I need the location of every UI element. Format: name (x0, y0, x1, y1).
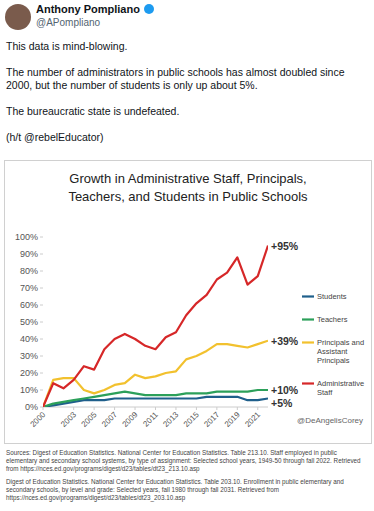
legend-label: AdministrativeStaff (317, 379, 364, 397)
plot-area (43, 246, 268, 408)
y-tick-label: 50% (20, 317, 38, 327)
series-line (43, 397, 268, 407)
legend-swatch (302, 295, 314, 297)
end-label: +95% (271, 240, 299, 252)
x-tick-label: 2017 (202, 410, 221, 429)
y-tick-label: 90% (20, 249, 38, 259)
verified-badge (144, 4, 154, 14)
x-tick-label: 2011 (141, 410, 160, 429)
y-tick-label: 0% (25, 402, 38, 412)
tweet-paragraph: (h/t @rebelEducator) (6, 131, 362, 144)
legend-label-line: Students (317, 292, 347, 301)
legend-label-line: Principals (317, 356, 350, 365)
y-tick (40, 339, 43, 340)
y-tick-label: 70% (20, 283, 38, 293)
x-tick-label: 2003 (59, 410, 78, 429)
x-tick (196, 407, 197, 410)
x-tick-label: 2005 (80, 410, 99, 429)
legend-label-line: Assistant (317, 347, 348, 356)
x-tick-label: 2015 (182, 410, 201, 429)
chart-title-line: Teachers, and Students in Public Schools (68, 189, 308, 204)
credit: @DeAngelisCorey (297, 416, 363, 425)
tweet-paragraph: The bureaucratic state is undefeated. (6, 105, 362, 118)
series-line (43, 246, 268, 408)
avatar (5, 4, 31, 30)
y-tick-label: 20% (20, 368, 38, 378)
y-tick (40, 288, 43, 289)
y-tick (40, 254, 43, 255)
source-paragraph: Digest of Education Statistics. National… (6, 478, 368, 502)
legend-label: Students (317, 292, 347, 301)
tweet-paragraph: The number of administrators in public s… (6, 66, 362, 92)
y-tick (40, 356, 43, 357)
y-tick (40, 305, 43, 306)
legend-label-line: Staff (317, 388, 333, 397)
x-tick-label: 2000 (28, 410, 47, 429)
source-paragraph: Sources: Digest of Education Statistics.… (6, 449, 368, 473)
series-line (43, 341, 268, 407)
y-tick-label: 80% (20, 266, 38, 276)
legend-swatch (302, 382, 314, 384)
sources: Sources: Digest of Education Statistics.… (6, 449, 368, 507)
legend-swatch (302, 318, 314, 320)
x-tick (94, 407, 95, 410)
x-tick-label: 2019 (223, 410, 242, 429)
legend-label-line: Teachers (317, 315, 348, 324)
end-label: +39% (271, 335, 299, 347)
x-tick (73, 407, 74, 410)
x-tick (257, 407, 258, 410)
y-tick (40, 271, 43, 272)
y-tick-label: 10% (20, 385, 38, 395)
legend-label-line: Administrative (317, 379, 364, 388)
end-label: +10% (271, 384, 299, 396)
y-tick-label: 60% (20, 300, 38, 310)
legend-label-line: Principals and (317, 338, 364, 347)
x-tick (175, 407, 176, 410)
y-tick (40, 237, 43, 238)
series-line (43, 390, 268, 407)
x-tick (155, 407, 156, 410)
legend-label: Teachers (317, 315, 348, 324)
y-tick (40, 390, 43, 391)
x-tick-label: 2013 (161, 410, 180, 429)
author-name: Anthony Pompliano (36, 3, 140, 15)
x-tick (43, 407, 44, 410)
chart-title-line: Growth in Administrative Staff, Principa… (69, 171, 306, 186)
x-tick (135, 407, 136, 410)
chart-image: Growth in Administrative Staff, Principa… (4, 160, 372, 444)
legend-swatch (302, 341, 314, 343)
y-tick (40, 322, 43, 323)
legend-label: Principals andAssistantPrincipals (317, 338, 364, 365)
y-tick-label: 30% (20, 351, 38, 361)
y-tick-label: 40% (20, 334, 38, 344)
x-tick (114, 407, 115, 410)
tweet-paragraph: This data is mind-blowing. (6, 40, 362, 53)
chart: Growth in Administrative Staff, Principa… (5, 161, 371, 443)
x-tick (237, 407, 238, 410)
x-tick-label: 2021 (243, 410, 262, 429)
x-tick-label: 2009 (121, 410, 140, 429)
x-tick (216, 407, 217, 410)
end-label: +5% (271, 397, 293, 409)
x-tick-label: 2007 (100, 410, 119, 429)
chart-title: Growth in Administrative Staff, Principa… (68, 171, 308, 204)
y-tick-label: 100% (15, 232, 38, 242)
author-handle: @APompliano (36, 17, 100, 28)
tweet-text: This data is mind-blowing. The number of … (6, 40, 362, 157)
y-tick (40, 373, 43, 374)
